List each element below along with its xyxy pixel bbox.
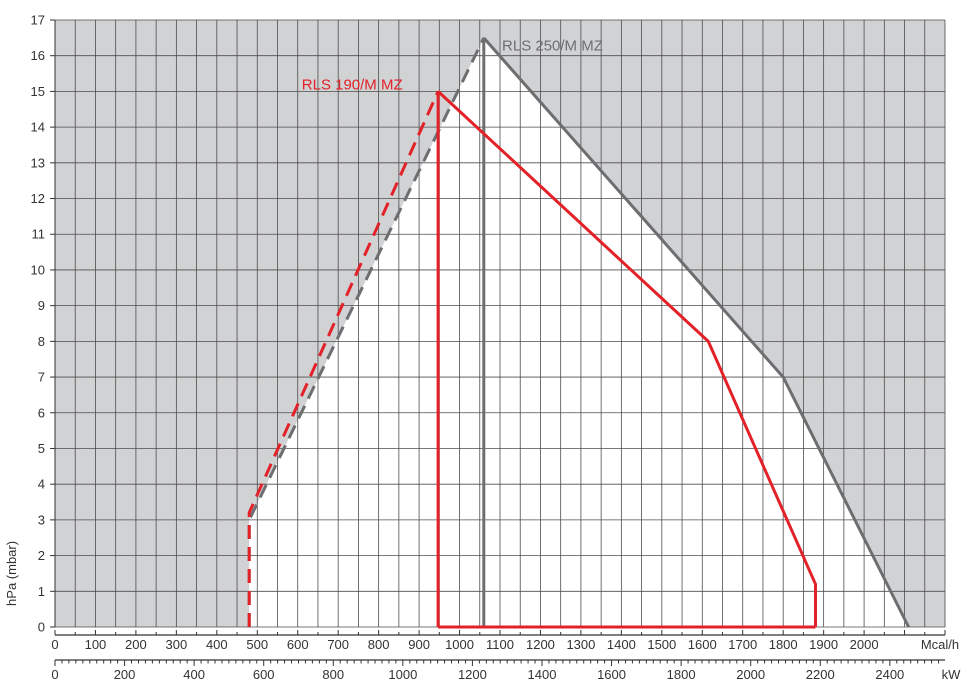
mcal-tick-label: 1600 [688, 637, 717, 652]
y-tick-label: 12 [31, 191, 45, 206]
y-tick-label: 11 [32, 227, 46, 242]
kw-tick-label: 2400 [875, 667, 904, 682]
y-tick-label: 3 [38, 512, 45, 527]
rls-190-dashed-line [247, 90, 440, 627]
kw-unit-label: kW [942, 667, 962, 682]
mcal-tick-label: 300 [166, 637, 188, 652]
y-tick-label: 5 [38, 441, 45, 456]
kw-tick-label: 200 [114, 667, 136, 682]
kw-tick-label: 1000 [388, 667, 417, 682]
mcal-tick-label: 100 [85, 637, 107, 652]
kw-tick-label: 400 [183, 667, 205, 682]
rls-250-label: RLS 250/M MZ [502, 37, 603, 54]
kw-tick-label: 1200 [458, 667, 487, 682]
y-tick-label: 2 [38, 548, 45, 563]
y-tick-label: 8 [38, 334, 45, 349]
mcal-tick-label: 400 [206, 637, 228, 652]
y-tick-label: 13 [31, 155, 45, 170]
kw-tick-label: 1400 [528, 667, 557, 682]
mcal-tick-label: 2000 [850, 637, 879, 652]
mcal-tick-label: 1400 [607, 637, 636, 652]
mcal-tick-label: 1100 [486, 637, 514, 652]
kw-tick-label: 600 [253, 667, 275, 682]
mcal-tick-label: 800 [368, 637, 390, 652]
mcal-tick-label: 1800 [769, 637, 798, 652]
kw-tick-label: 800 [322, 667, 344, 682]
y-tick-label: 14 [31, 120, 45, 135]
y-tick-label: 0 [38, 620, 45, 635]
y-tick-label: 7 [38, 370, 45, 385]
kw-tick-label: 1800 [667, 667, 696, 682]
mcal-tick-label: 900 [408, 637, 430, 652]
y-tick-label: 16 [31, 48, 45, 63]
working-field-area [249, 37, 909, 627]
y-tick-label: 1 [38, 584, 45, 599]
mcal-tick-label: 1700 [728, 637, 757, 652]
mcal-tick-label: 700 [327, 637, 349, 652]
mcal-tick-label: 200 [125, 637, 147, 652]
rls-190-solid-line [437, 90, 817, 627]
kw-tick-label: 2200 [806, 667, 835, 682]
mcal-tick-label: 1900 [809, 637, 838, 652]
mcal-tick-label: 1300 [566, 637, 595, 652]
kw-tick-label: 2000 [736, 667, 765, 682]
mcal-tick-label: 1200 [526, 637, 555, 652]
mcal-tick-label: 600 [287, 637, 309, 652]
rls-250-solid-line [482, 36, 910, 628]
y-tick-label: 6 [38, 405, 45, 420]
rls-190-label: RLS 190/M MZ [302, 77, 403, 94]
mcal-tick-label: 1000 [445, 637, 474, 652]
y-tick-label: 9 [38, 298, 45, 313]
mcal-tick-label: 0 [51, 637, 58, 652]
y-axis-label: hPa (mbar) [4, 541, 19, 606]
mcal-unit-label: Mcal/h [921, 637, 959, 652]
mcal-tick-label: 1500 [647, 637, 676, 652]
mcal-tick-label: 500 [246, 637, 268, 652]
y-tick-label: 17 [31, 13, 45, 28]
kw-tick-label: 1600 [597, 667, 626, 682]
y-tick-label: 4 [38, 477, 45, 492]
kw-tick-label: 0 [51, 667, 58, 682]
y-tick-label: 10 [31, 262, 45, 277]
y-tick-label: 15 [31, 84, 45, 99]
